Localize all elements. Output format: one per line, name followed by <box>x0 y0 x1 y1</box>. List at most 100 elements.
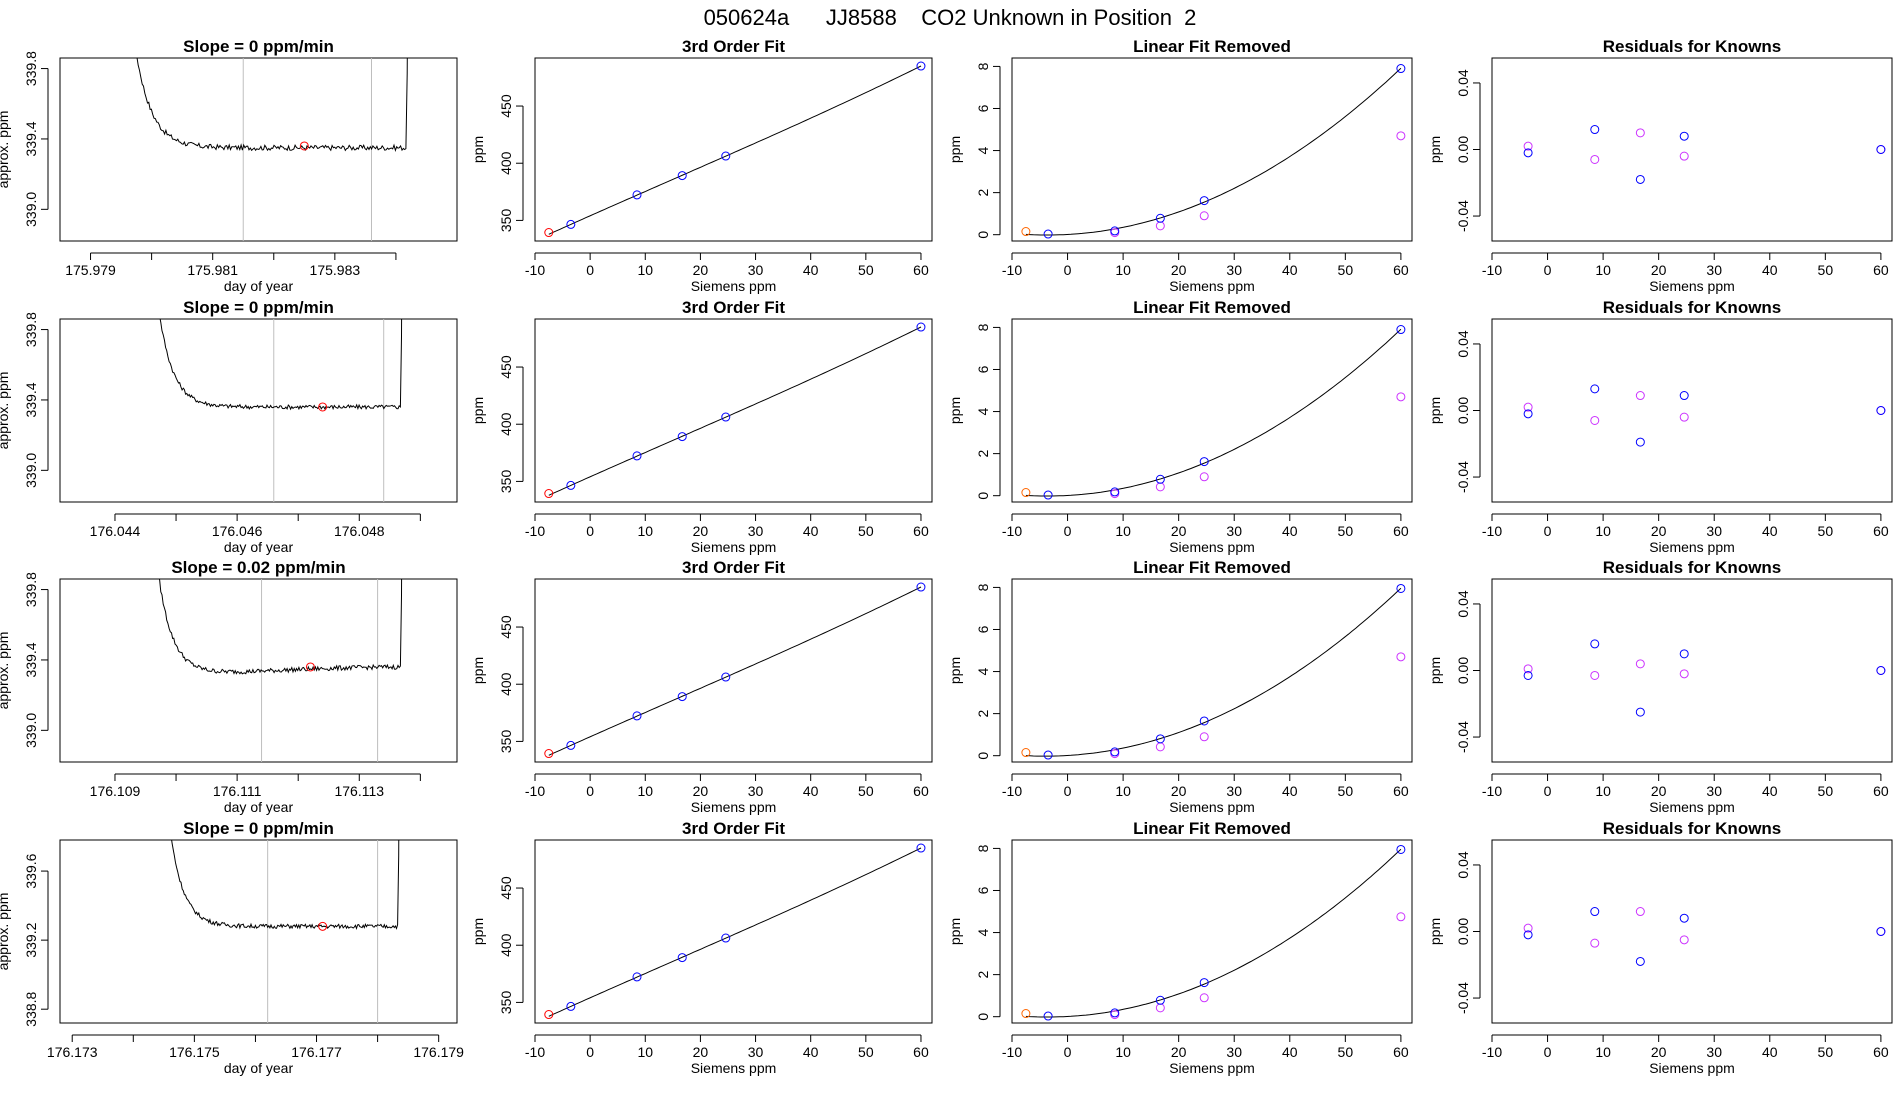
lin-panel-x-tick-label: 30 <box>1226 523 1242 539</box>
fit3-panel-x-tick-label: 10 <box>637 1044 653 1060</box>
lin-panel-x-tick-label: 30 <box>1226 262 1242 278</box>
linear-residual-point <box>1199 472 1209 482</box>
known-standard-point <box>632 190 642 200</box>
fit3-panel-plot-frame <box>534 839 933 1024</box>
known-standard-point <box>1043 750 1053 760</box>
ppm-trace-line <box>136 58 408 152</box>
residual-point-series-a <box>1590 907 1600 917</box>
third-order-fit-panel: 3rd Order Fit -10 0 10 20 30 40 50 60 Siemens ppm… <box>470 558 933 815</box>
slope-panel-plot-area <box>171 840 400 1023</box>
residual-point-series-a <box>1876 145 1886 154</box>
lin-panel-x-tick-label: 20 <box>1171 783 1187 799</box>
res-panel-x-label: Siemens ppm <box>1649 539 1735 555</box>
unknown-point <box>1021 1009 1031 1019</box>
known-standard-point <box>1043 490 1053 500</box>
lin-panel-y-tick-label: 4 <box>975 407 991 415</box>
res-panel-x-tick-label: 20 <box>1651 783 1667 799</box>
third-order-fit-panel: 3rd Order Fit -10 0 10 20 30 40 50 60 Siemens ppm… <box>470 819 933 1076</box>
known-standard-point <box>1043 229 1053 239</box>
known-standard-point <box>916 322 926 332</box>
lin-panel-y-tick-label: 2 <box>975 710 991 718</box>
lin-panel-y-tick-label: 4 <box>975 667 991 675</box>
residual-point-series-b <box>1523 141 1533 151</box>
res-panel-x-tick-label: 20 <box>1651 523 1667 539</box>
res-plot-area <box>1523 907 1886 966</box>
lin-panel-x-tick-label: 0 <box>1064 783 1072 799</box>
lin-panel-x-tick-label: 0 <box>1064 1044 1072 1060</box>
fit3-panel-x-label: Siemens ppm <box>691 278 777 294</box>
lin-panel-y-label: ppm <box>947 397 963 424</box>
fit3-panel-plot-frame <box>534 57 933 242</box>
residual-point-series-b <box>1679 151 1689 161</box>
fit3-panel-x-tick-label: 50 <box>858 783 874 799</box>
lin-panel-title: Linear Fit Removed <box>1133 37 1291 56</box>
fit3-panel-x-tick-label: 0 <box>586 262 594 278</box>
res-panel-x-tick-label: 0 <box>1544 783 1552 799</box>
lin-panel-plot-frame <box>1011 578 1413 763</box>
known-standard-point <box>1155 734 1165 744</box>
res-panel-x-tick-label: 10 <box>1595 1044 1611 1060</box>
known-standard-point <box>677 171 687 181</box>
lin-panel-x-tick-label: 30 <box>1226 783 1242 799</box>
known-standard-point <box>566 1001 576 1011</box>
unknown-point <box>1021 748 1031 758</box>
res-panel-x-tick-label: 0 <box>1544 1044 1552 1060</box>
lin-panel-x-tick-label: 50 <box>1338 783 1354 799</box>
residual-point-series-b <box>1590 938 1600 948</box>
slope-panel-x-label: day of year <box>224 799 294 815</box>
residuals-panel: Residuals for Knowns -10 0 10 20 30 40 50 60 Siem… <box>1427 298 1893 555</box>
fit3-panel-x-tick-label: 20 <box>693 1044 709 1060</box>
res-panel-x-label: Siemens ppm <box>1649 1060 1735 1076</box>
res-panel-y-tick-label: -0.04 <box>1455 461 1471 493</box>
lin-panel-x-label: Siemens ppm <box>1169 799 1255 815</box>
fit3-panel-x-label: Siemens ppm <box>691 1060 777 1076</box>
res-panel-y-tick-label: 0.04 <box>1455 590 1471 617</box>
slope-panel-x-tick-label: 176.173 <box>47 1044 98 1060</box>
slope-panel-x-tick-label: 175.979 <box>65 262 116 278</box>
res-panel-y-tick-label: -0.04 <box>1455 200 1471 232</box>
residuals-panel: Residuals for Knowns -10 0 10 20 30 40 50 60 Siem… <box>1427 37 1893 294</box>
lin-panel-y-label: ppm <box>947 657 963 684</box>
residual-point-series-a <box>1679 391 1689 401</box>
res-panel-x-label: Siemens ppm <box>1649 278 1735 294</box>
slope-panel-x-tick-label: 176.113 <box>334 783 384 799</box>
lin-panel-y-tick-label: 8 <box>975 323 991 331</box>
known-standard-point <box>1199 457 1209 467</box>
res-panel-x-tick-label: 60 <box>1873 262 1889 278</box>
fit-curve-line <box>548 847 922 1017</box>
slope-panel-x-label: day of year <box>224 1060 294 1076</box>
slope-panel-x-tick-label: 176.109 <box>90 783 141 799</box>
res-panel-y-tick-label: 0.04 <box>1455 330 1471 357</box>
lin-plot-area <box>1021 64 1406 239</box>
fit3-panel-x-tick-label: 20 <box>693 262 709 278</box>
residual-point-series-b <box>1635 391 1645 401</box>
fit3-panel-y-tick-label: 400 <box>498 151 514 175</box>
fit3-panel-title: 3rd Order Fit <box>682 37 785 56</box>
lin-panel-x-tick-label: 10 <box>1115 523 1131 539</box>
res-panel-y-tick-label: 0.00 <box>1455 657 1471 684</box>
res-panel-x-tick-label: 30 <box>1706 783 1722 799</box>
res-panel-x-tick-label: -10 <box>1482 1044 1502 1060</box>
slope-panel-y-tick-label: 339.4 <box>23 382 39 417</box>
slope-panel-y-tick-label: 339.2 <box>23 922 39 957</box>
unknown-point <box>544 228 554 238</box>
residual-point-series-b <box>1590 154 1600 164</box>
slope-panel-x-tick-label: 176.175 <box>169 1044 220 1060</box>
residual-point-series-b <box>1679 412 1689 422</box>
slope-panel-title: Slope = 0 ppm/min <box>183 37 334 56</box>
ppm-trace-line <box>159 319 403 411</box>
fit3-panel-x-tick-label: 50 <box>858 262 874 278</box>
lin-panel-x-tick-label: 10 <box>1115 783 1131 799</box>
linear-fit-removed-panel: Linear Fit Removed-10 0 10 20 30 40 50 60Siemen… <box>947 819 1413 1076</box>
res-panel-plot-frame <box>1491 57 1893 242</box>
lin-panel-title: Linear Fit Removed <box>1133 298 1291 317</box>
slope-panel: Slope = 0 ppm/min 176.044 176.046 176.048 da… <box>0 298 458 555</box>
fit3-panel-x-tick-label: 10 <box>637 523 653 539</box>
linear-residual-point <box>1396 652 1406 662</box>
residual-point-series-a <box>1590 639 1600 649</box>
known-standard-point <box>677 692 687 702</box>
known-standard-point <box>721 412 731 422</box>
slope-panel: Slope = 0 ppm/min 175.979 175.981 175.983 da… <box>0 37 458 294</box>
residual-point-series-a <box>1523 930 1533 940</box>
fit3-panel-x-label: Siemens ppm <box>691 799 777 815</box>
